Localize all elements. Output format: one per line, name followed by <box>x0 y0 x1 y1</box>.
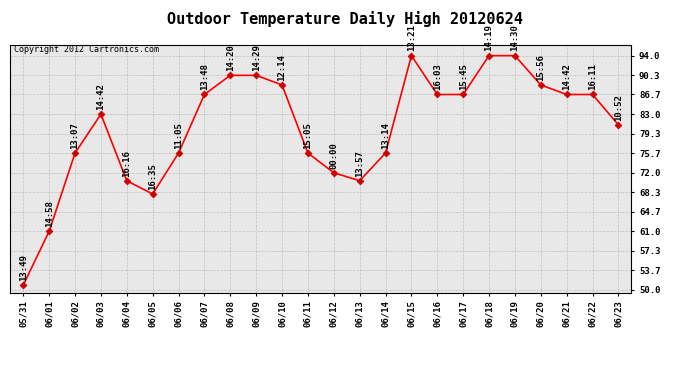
Text: 13:48: 13:48 <box>200 63 209 90</box>
Text: 14:42: 14:42 <box>562 63 571 90</box>
Text: 15:45: 15:45 <box>459 63 468 90</box>
Text: 14:20: 14:20 <box>226 44 235 71</box>
Text: 13:57: 13:57 <box>355 150 364 177</box>
Text: 16:11: 16:11 <box>588 63 597 90</box>
Text: 15:05: 15:05 <box>304 122 313 149</box>
Text: Copyright 2012 Cartronics.com: Copyright 2012 Cartronics.com <box>14 45 159 54</box>
Text: 16:03: 16:03 <box>433 63 442 90</box>
Text: 13:14: 13:14 <box>381 122 390 149</box>
Text: 16:16: 16:16 <box>122 150 131 177</box>
Text: 13:21: 13:21 <box>407 25 416 51</box>
Text: 16:35: 16:35 <box>148 163 157 190</box>
Text: 10:52: 10:52 <box>614 94 623 121</box>
Text: 13:49: 13:49 <box>19 254 28 281</box>
Text: 00:00: 00:00 <box>329 142 338 169</box>
Text: 14:42: 14:42 <box>97 83 106 110</box>
Text: 13:07: 13:07 <box>70 122 79 149</box>
Text: 12:14: 12:14 <box>277 54 286 81</box>
Text: Outdoor Temperature Daily High 20120624: Outdoor Temperature Daily High 20120624 <box>167 11 523 27</box>
Text: 11:05: 11:05 <box>174 122 183 149</box>
Text: 14:30: 14:30 <box>511 25 520 51</box>
Text: 15:56: 15:56 <box>536 54 545 81</box>
Text: 14:58: 14:58 <box>45 200 54 227</box>
Text: 14:19: 14:19 <box>484 25 493 51</box>
Text: 14:29: 14:29 <box>252 44 261 71</box>
